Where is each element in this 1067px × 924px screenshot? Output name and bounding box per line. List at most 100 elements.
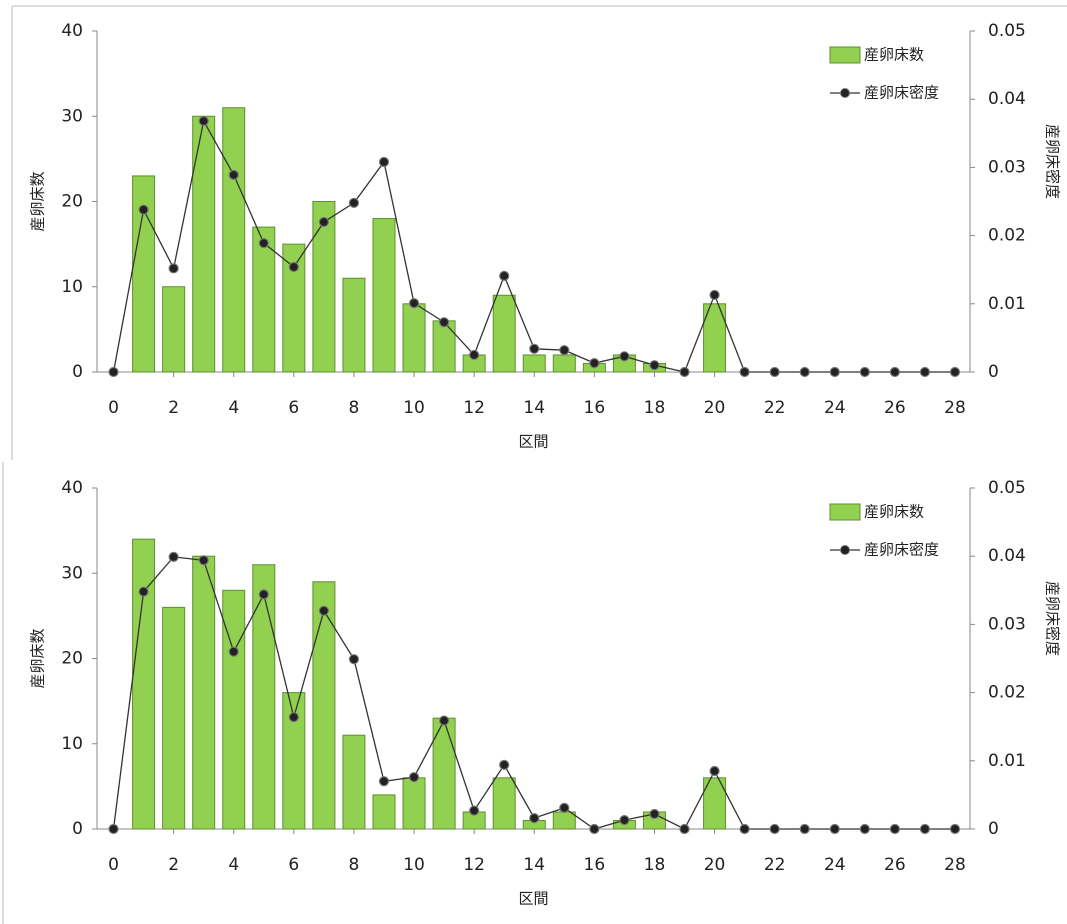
y-axis-label: 産卵床数 bbox=[29, 171, 47, 231]
density-point bbox=[529, 343, 540, 354]
x-tick-label: 12 bbox=[463, 398, 485, 418]
density-point bbox=[348, 654, 360, 665]
x-tick-label: 6 bbox=[288, 855, 299, 875]
density-point bbox=[619, 351, 630, 362]
density-point bbox=[408, 298, 420, 309]
bar bbox=[492, 294, 516, 373]
x-tick-label: 28 bbox=[944, 398, 966, 418]
x-tick-label: 20 bbox=[704, 855, 726, 875]
density-point bbox=[949, 366, 961, 378]
bar bbox=[162, 286, 186, 373]
x-tick-label: 20 bbox=[704, 398, 726, 418]
y-tick-label: 20 bbox=[61, 192, 83, 212]
density-point bbox=[709, 765, 720, 777]
legend-swatch bbox=[840, 545, 850, 555]
x-tick-label: 24 bbox=[824, 398, 846, 418]
x-tick-label: 0 bbox=[108, 398, 119, 418]
x-tick-label: 22 bbox=[764, 398, 786, 418]
density-point bbox=[138, 586, 149, 597]
density-point bbox=[649, 360, 660, 371]
bar bbox=[252, 564, 276, 830]
bar bbox=[432, 320, 456, 373]
density-point bbox=[859, 366, 870, 378]
density-point bbox=[469, 349, 480, 361]
density-point bbox=[649, 808, 660, 820]
x-tick-label: 18 bbox=[644, 398, 666, 418]
bar bbox=[372, 218, 396, 373]
density-point bbox=[769, 823, 780, 835]
density-point bbox=[799, 823, 810, 835]
y2-tick-label: 0.05 bbox=[988, 21, 1026, 41]
density-point bbox=[258, 238, 269, 249]
y-tick-label: 0 bbox=[72, 819, 83, 839]
bar bbox=[402, 777, 426, 830]
y2-tick-label: 0.03 bbox=[988, 614, 1026, 634]
density-point bbox=[619, 815, 630, 826]
bar bbox=[132, 175, 156, 373]
x-axis-label: 区間 bbox=[518, 433, 548, 451]
density-point bbox=[168, 551, 179, 562]
x-tick-label: 26 bbox=[884, 398, 906, 418]
bar bbox=[522, 354, 546, 373]
density-point bbox=[799, 366, 810, 378]
y2-axis-label: 産卵床密度 bbox=[1044, 124, 1062, 199]
bar bbox=[282, 692, 306, 830]
density-point bbox=[198, 555, 209, 566]
density-point bbox=[168, 263, 179, 274]
bar bbox=[192, 115, 216, 373]
y2-tick-label: 0.04 bbox=[988, 89, 1026, 109]
y2-tick-label: 0 bbox=[988, 819, 999, 839]
x-tick-label: 16 bbox=[584, 398, 606, 418]
x-tick-label: 2 bbox=[168, 398, 179, 418]
x-axis-label: 区間 bbox=[518, 890, 548, 908]
y2-tick-label: 0.01 bbox=[988, 751, 1026, 771]
density-point bbox=[559, 345, 570, 356]
x-tick-label: 0 bbox=[108, 855, 119, 875]
y-tick-label: 40 bbox=[61, 478, 83, 498]
y2-tick-label: 0.01 bbox=[988, 294, 1026, 314]
y2-axis-label: 産卵床密度 bbox=[1044, 581, 1062, 656]
bar bbox=[282, 243, 306, 373]
density-point bbox=[108, 823, 119, 835]
legend-label: 産卵床密度 bbox=[864, 84, 939, 102]
legend-label: 産卵床密度 bbox=[864, 541, 939, 559]
density-point bbox=[108, 366, 119, 378]
legend-swatch bbox=[829, 503, 861, 521]
bar bbox=[703, 777, 727, 830]
bar bbox=[312, 581, 336, 830]
density-point bbox=[859, 823, 870, 835]
density-point bbox=[499, 759, 510, 770]
bar bbox=[342, 734, 366, 830]
density-point bbox=[559, 802, 570, 813]
density-point bbox=[949, 823, 961, 835]
y-tick-label: 20 bbox=[61, 649, 83, 669]
legend-label: 産卵床数 bbox=[864, 46, 924, 64]
bar bbox=[372, 794, 396, 830]
x-tick-label: 4 bbox=[228, 398, 239, 418]
x-tick-label: 16 bbox=[584, 855, 606, 875]
y-tick-label: 0 bbox=[72, 362, 83, 382]
bar bbox=[222, 589, 246, 830]
density-point bbox=[318, 216, 329, 228]
y-tick-label: 10 bbox=[61, 277, 83, 297]
x-tick-label: 8 bbox=[349, 398, 360, 418]
density-point bbox=[889, 366, 900, 378]
x-tick-label: 10 bbox=[403, 398, 425, 418]
x-tick-label: 14 bbox=[523, 855, 545, 875]
legend-swatch bbox=[840, 88, 850, 98]
bar bbox=[132, 538, 156, 830]
density-point bbox=[288, 712, 299, 723]
x-tick-label: 18 bbox=[644, 855, 666, 875]
density-point bbox=[469, 805, 480, 816]
density-point bbox=[679, 366, 690, 378]
legend-label: 産卵床数 bbox=[864, 503, 924, 521]
x-tick-label: 14 bbox=[523, 398, 545, 418]
x-tick-label: 28 bbox=[944, 855, 966, 875]
y2-tick-label: 0.03 bbox=[988, 157, 1026, 177]
y-axis-label: 産卵床数 bbox=[29, 628, 47, 688]
density-point bbox=[679, 823, 690, 835]
y-tick-label: 10 bbox=[61, 734, 83, 754]
